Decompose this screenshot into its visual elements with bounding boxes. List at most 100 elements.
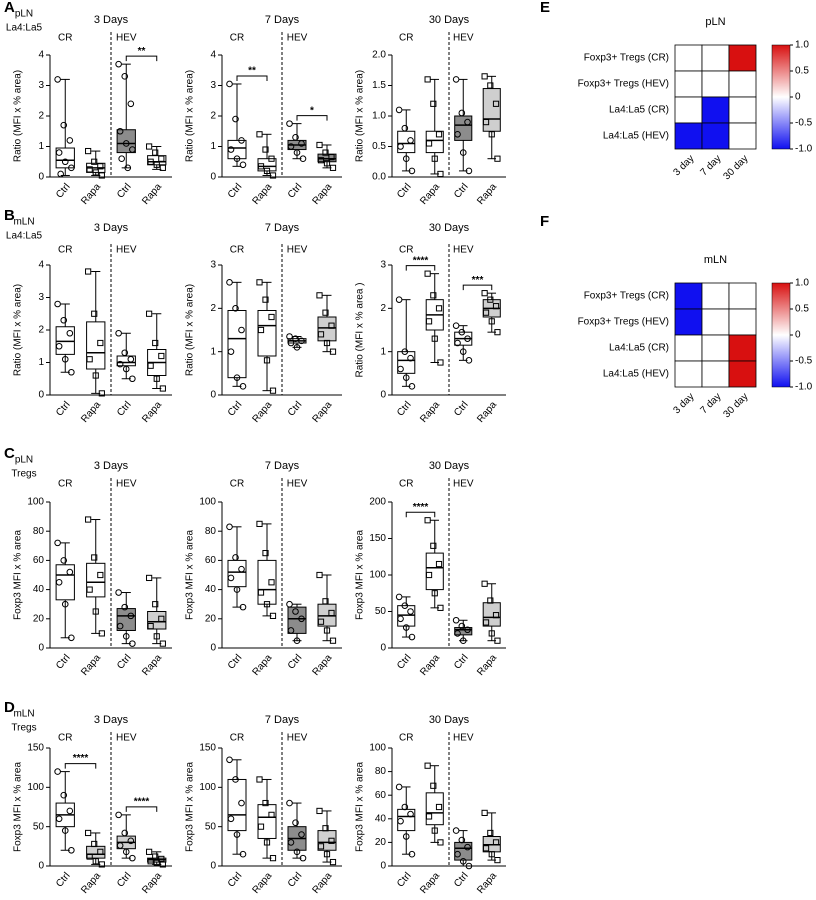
colorbar-tick-label: 1.0 — [795, 278, 809, 289]
data-point — [238, 137, 245, 144]
y-tick-label: 150 — [199, 743, 216, 754]
data-point — [159, 861, 166, 868]
data-point — [122, 365, 130, 373]
colorbar-tick-label: 1.0 — [795, 40, 809, 51]
data-point — [91, 840, 98, 848]
data-point — [287, 839, 295, 846]
y-tick-label: 0 — [38, 861, 44, 872]
data-point — [286, 600, 293, 608]
row-tag: mLN — [13, 217, 34, 228]
x-tick-label: Ctrl — [226, 653, 244, 672]
data-point — [437, 359, 444, 366]
x-tick-label: Ctrl — [395, 400, 413, 419]
x-tick-label: Ctrl — [286, 871, 304, 890]
data-point — [146, 574, 153, 582]
data-point — [54, 300, 61, 308]
data-point — [397, 143, 404, 150]
data-point — [298, 140, 305, 147]
data-point — [268, 811, 275, 818]
x-tick-label: Ctrl — [54, 182, 72, 201]
colorbar-tick-label: 0 — [795, 92, 801, 103]
x-tick-label: Rapa — [251, 870, 275, 896]
data-point — [424, 76, 431, 83]
x-tick-label: Ctrl — [395, 653, 413, 672]
data-point — [437, 170, 444, 178]
data-point — [328, 322, 335, 329]
data-point — [286, 799, 293, 807]
data-point — [239, 161, 247, 169]
data-point — [407, 354, 414, 362]
data-point — [494, 857, 501, 864]
y-tick-label: 4 — [38, 50, 44, 61]
group-label: HEV — [453, 733, 474, 744]
data-point — [408, 383, 416, 390]
x-tick-label: Rapa — [251, 181, 275, 207]
data-point — [147, 362, 154, 369]
chart-title: 30 Days — [429, 714, 470, 726]
row-label: La4:La5 (CR) — [609, 343, 669, 354]
x-tick-label: Rapa — [79, 181, 103, 207]
row-tag: mLN — [13, 709, 34, 720]
data-point — [226, 279, 233, 286]
panel-label: F — [540, 213, 549, 230]
data-point — [127, 612, 135, 620]
data-point — [431, 335, 438, 342]
data-point — [98, 861, 105, 868]
y-tick-label: 150 — [27, 743, 44, 754]
data-point — [293, 344, 301, 351]
significance-label: ** — [138, 46, 146, 57]
y-tick-label: 3 — [38, 80, 44, 91]
data-point — [263, 601, 271, 608]
data-point — [402, 833, 410, 840]
box — [86, 845, 106, 859]
x-tick-label: Rapa — [418, 652, 442, 678]
data-point — [459, 149, 467, 156]
y-tick-label: 100 — [199, 782, 216, 793]
data-point — [54, 76, 61, 83]
box — [116, 129, 136, 154]
y-axis-label: Foxp3 MFI x % area — [13, 762, 24, 852]
heatmap-cell — [674, 122, 703, 150]
data-point — [431, 155, 438, 162]
x-tick-label: Ctrl — [226, 871, 244, 890]
y-tick-label: 0 — [210, 643, 216, 654]
data-point — [298, 831, 305, 838]
y-tick-label: 1.0 — [372, 111, 386, 122]
colorbar-tick-label: -0.5 — [795, 118, 813, 129]
y-tick-label: 2 — [380, 303, 386, 314]
row-label: Foxp3+ Tregs (CR) — [584, 53, 669, 64]
data-point — [147, 158, 154, 165]
data-point — [464, 626, 471, 634]
y-tick-label: 50 — [33, 821, 45, 832]
data-point — [292, 608, 299, 615]
data-point — [487, 597, 494, 604]
box — [287, 606, 307, 634]
data-point — [129, 640, 136, 647]
box — [86, 562, 106, 598]
data-point — [452, 827, 460, 834]
panel-label: C — [4, 445, 15, 462]
group-label: CR — [58, 479, 72, 490]
data-point — [263, 839, 271, 846]
data-point — [158, 155, 165, 162]
data-point — [435, 131, 443, 138]
x-tick-label: Rapa — [311, 399, 335, 425]
heatmap-cell — [728, 96, 757, 124]
heatmap-cell — [701, 334, 730, 362]
data-point — [239, 383, 247, 390]
box — [147, 155, 167, 166]
box — [257, 804, 277, 839]
data-point — [57, 170, 64, 178]
data-point — [115, 589, 122, 596]
data-point — [85, 147, 92, 155]
heatmap-cell — [728, 70, 757, 98]
data-point — [68, 634, 75, 642]
y-axis-label: Foxp3 MFI x % area — [185, 530, 196, 620]
data-point — [323, 339, 331, 347]
y-tick-label: 2 — [38, 325, 44, 336]
data-point — [408, 633, 416, 641]
chart-title: 7 Days — [265, 714, 300, 726]
x-tick-label: Rapa — [140, 399, 164, 425]
data-point — [437, 839, 444, 846]
data-point — [395, 593, 403, 601]
